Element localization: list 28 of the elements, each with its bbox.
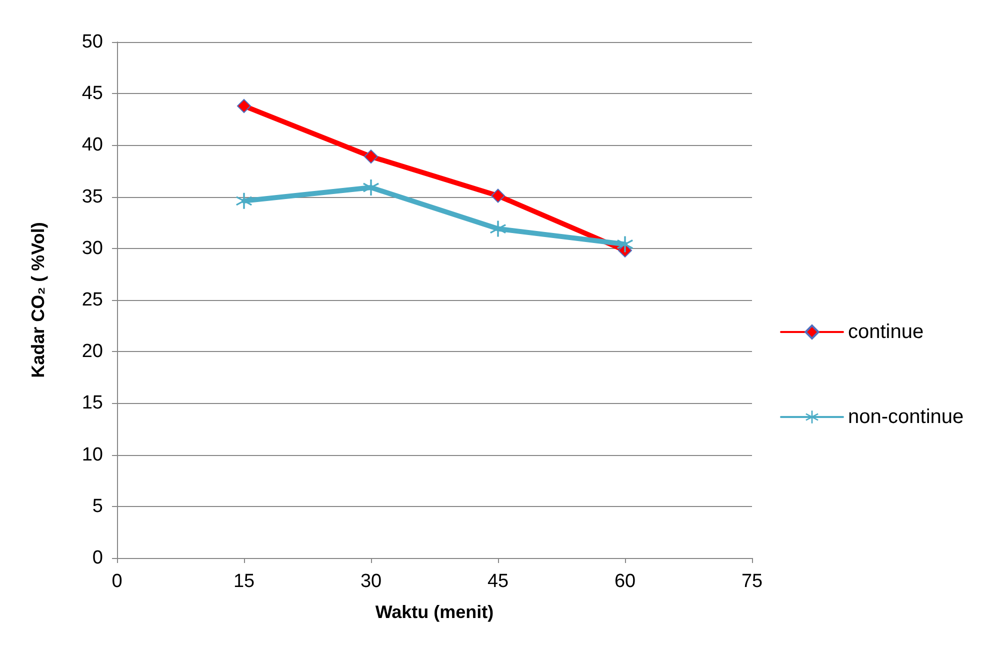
- point: [617, 236, 633, 252]
- y-tick-label: 40: [82, 134, 103, 156]
- y-tick-label: 5: [92, 496, 103, 517]
- y-tick-label: 15: [82, 392, 103, 414]
- x-tick-label: 45: [487, 571, 509, 592]
- x-tick-label: 75: [741, 571, 763, 592]
- y-tick-label: 0: [92, 548, 103, 568]
- point: [363, 180, 379, 196]
- x-tick-label: 15: [233, 571, 255, 592]
- y-tick-label: 10: [82, 444, 103, 466]
- x-tick-label: 60: [614, 571, 636, 592]
- y-tick-label: 45: [82, 83, 103, 104]
- y-tick-label: 50: [82, 32, 103, 52]
- y-tick-label: 25: [82, 290, 103, 310]
- y-tick-label: 35: [82, 186, 103, 208]
- y-tick-label: 30: [82, 238, 103, 259]
- legend-label: continue: [848, 321, 924, 343]
- point: [236, 192, 252, 209]
- point: [237, 98, 251, 113]
- point: [491, 188, 505, 203]
- x-tick-label: 30: [360, 571, 382, 592]
- y-tick-label: 20: [82, 341, 103, 362]
- x-tick-label: 0: [112, 571, 122, 592]
- y-axis-title: Kadar CO₂ ( %Vol): [28, 222, 48, 378]
- x-axis-title: Waktu (menit): [375, 602, 494, 622]
- point: [490, 220, 506, 237]
- legend-label: non-continue: [848, 406, 964, 428]
- point: [364, 150, 378, 164]
